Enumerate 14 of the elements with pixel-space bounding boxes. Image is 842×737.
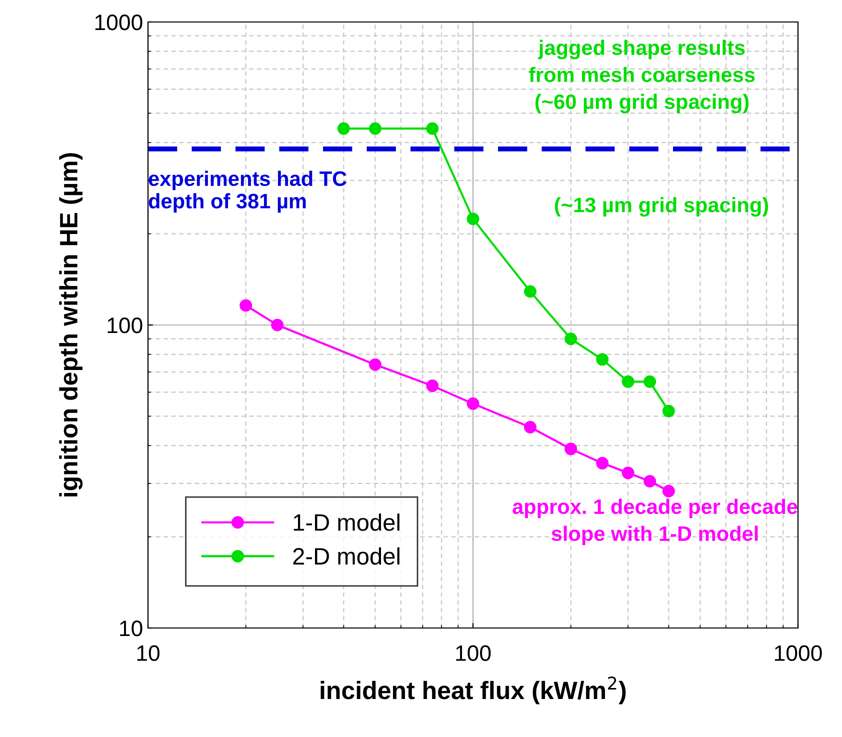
x-tick-label: 10 <box>137 645 160 661</box>
x-tick-label: 1000 <box>774 645 822 661</box>
y-tick-label: 10 <box>120 620 142 636</box>
y-tick-label: 1000 <box>95 14 142 30</box>
x-tick-label: 100 <box>456 645 491 661</box>
y-tick-label: 100 <box>108 318 142 334</box>
annotation: jagged shape results from mesh coarseness (~60 µm grid spacing) <box>528 40 755 114</box>
ref-line-label: experiments had TC depth of 381 µm <box>148 170 347 213</box>
legend-label: 1-D model <box>294 514 400 531</box>
annotation: (~13 µm grid spacing) <box>554 197 768 217</box>
annotation: approx. 1 decade per decade slope with 1-D model <box>512 498 798 546</box>
x-axis-title: incident heat flux (kW/m$^{2}$) <box>320 676 626 704</box>
y-axis-title: ignition depth within HE (µm) <box>59 153 83 496</box>
legend-label: 2-D model <box>293 547 400 565</box>
